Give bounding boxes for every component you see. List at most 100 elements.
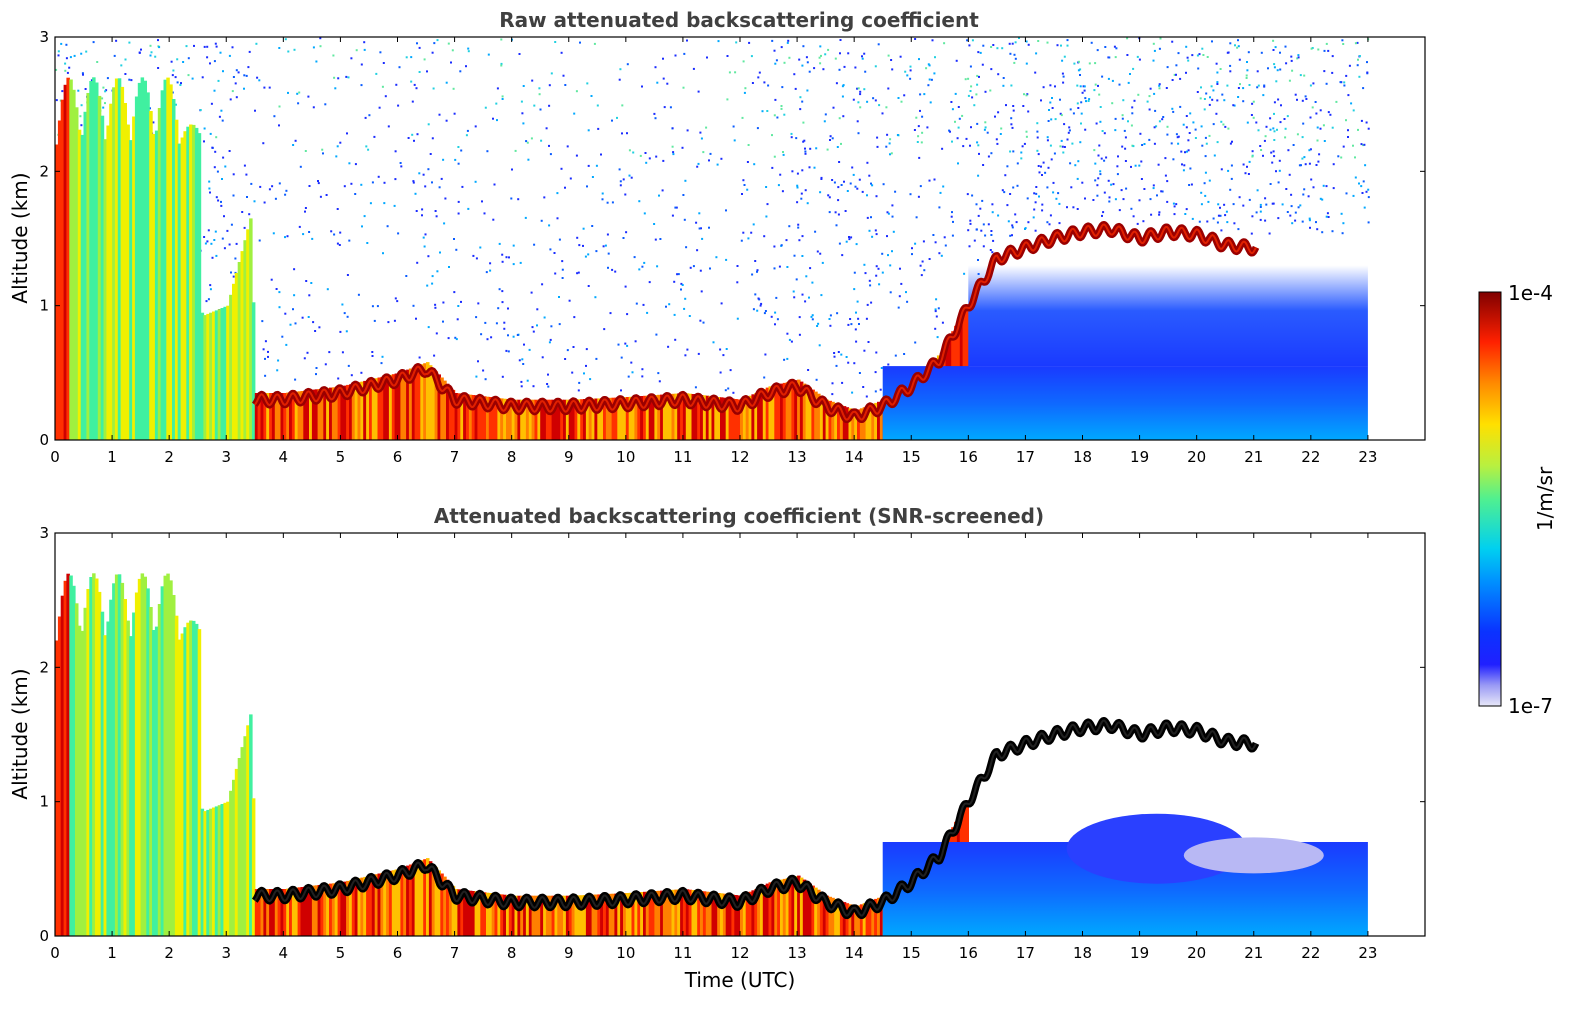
noise-speck xyxy=(957,137,959,139)
noise-speck xyxy=(433,88,435,90)
noise-speck xyxy=(1219,207,1221,209)
noise-speck xyxy=(527,159,529,161)
noise-speck xyxy=(693,68,695,70)
noise-speck xyxy=(929,64,931,66)
noise-speck xyxy=(725,389,727,391)
noise-speck xyxy=(200,109,202,111)
noise-speck xyxy=(360,184,362,186)
noise-speck xyxy=(1158,214,1160,216)
noise-speck xyxy=(865,272,867,274)
noise-speck xyxy=(825,113,827,115)
noise-speck xyxy=(222,238,224,240)
noise-speck xyxy=(220,110,222,112)
noise-speck xyxy=(791,136,793,138)
noise-speck xyxy=(1125,136,1127,138)
noise-speck xyxy=(546,383,548,385)
noise-speck xyxy=(1326,43,1328,45)
noise-speck xyxy=(881,253,883,255)
noise-speck xyxy=(713,341,715,343)
noise-speck xyxy=(1137,56,1139,58)
noise-speck xyxy=(1275,170,1277,172)
noise-speck xyxy=(914,38,916,40)
noise-speck xyxy=(475,316,477,318)
noise-speck xyxy=(453,88,455,90)
noise-speck xyxy=(806,56,808,58)
noise-speck xyxy=(442,159,444,161)
noise-speck xyxy=(1284,118,1286,120)
noise-speck xyxy=(339,232,341,234)
noise-speck xyxy=(814,167,816,169)
noise-speck xyxy=(930,101,932,103)
noise-speck xyxy=(558,296,560,298)
noise-speck xyxy=(502,95,504,97)
noise-speck xyxy=(457,146,459,148)
noise-speck xyxy=(423,174,425,176)
noise-speck xyxy=(442,321,444,323)
noise-speck xyxy=(188,74,190,76)
noise-speck xyxy=(365,145,367,147)
noise-speck xyxy=(589,378,591,380)
noise-speck xyxy=(734,71,736,73)
noise-speck xyxy=(1117,155,1119,157)
noise-speck xyxy=(878,283,880,285)
noise-speck xyxy=(1205,137,1207,139)
noise-speck xyxy=(421,208,423,210)
noise-speck xyxy=(442,302,444,304)
noise-speck xyxy=(798,239,800,241)
noise-speck xyxy=(778,184,780,186)
noise-speck xyxy=(1231,178,1233,180)
noise-speck xyxy=(1326,83,1328,85)
noise-speck xyxy=(219,116,221,118)
noise-speck xyxy=(668,303,670,305)
noise-speck xyxy=(66,57,68,59)
noise-speck xyxy=(1277,99,1279,101)
noise-speck xyxy=(684,298,686,300)
noise-speck xyxy=(1326,185,1328,187)
noise-speck xyxy=(1270,152,1272,154)
noise-speck xyxy=(1279,69,1281,71)
noise-speck xyxy=(620,389,622,391)
noise-speck xyxy=(1249,161,1251,163)
noise-speck xyxy=(1239,196,1241,198)
noise-speck xyxy=(857,301,859,303)
noise-speck xyxy=(480,333,482,335)
noise-speck xyxy=(562,277,564,279)
noise-speck xyxy=(567,145,569,147)
noise-speck xyxy=(698,91,700,93)
x-tick-label: 13 xyxy=(788,448,807,466)
noise-speck xyxy=(672,127,674,129)
noise-speck xyxy=(812,314,814,316)
noise-speck xyxy=(576,237,578,239)
noise-speck xyxy=(1084,90,1086,92)
noise-speck xyxy=(990,68,992,70)
noise-speck xyxy=(554,273,556,275)
noise-speck xyxy=(869,284,871,286)
noise-speck xyxy=(1104,46,1106,48)
noise-speck xyxy=(150,45,152,47)
noise-speck xyxy=(1140,161,1142,163)
noise-speck xyxy=(909,78,911,80)
noise-speck xyxy=(1347,129,1349,131)
noise-speck xyxy=(690,267,692,269)
noise-speck xyxy=(1298,56,1300,58)
noise-speck xyxy=(1094,163,1096,165)
noise-speck xyxy=(1309,163,1311,165)
noise-speck xyxy=(1011,234,1013,236)
noise-speck xyxy=(1366,191,1368,193)
noise-speck xyxy=(327,288,329,290)
noise-speck xyxy=(624,343,626,345)
noise-speck xyxy=(919,110,921,112)
noise-speck xyxy=(941,255,943,257)
noise-speck xyxy=(128,42,130,44)
noise-speck xyxy=(563,75,565,77)
noise-speck xyxy=(1176,133,1178,135)
noise-speck xyxy=(233,76,235,78)
noise-speck xyxy=(921,116,923,118)
noise-speck xyxy=(608,253,610,255)
noise-speck xyxy=(695,222,697,224)
noise-speck xyxy=(910,69,912,71)
noise-speck xyxy=(801,101,803,103)
noise-speck xyxy=(209,284,211,286)
noise-speck xyxy=(856,188,858,190)
y-tick-label: 2 xyxy=(39,658,49,676)
